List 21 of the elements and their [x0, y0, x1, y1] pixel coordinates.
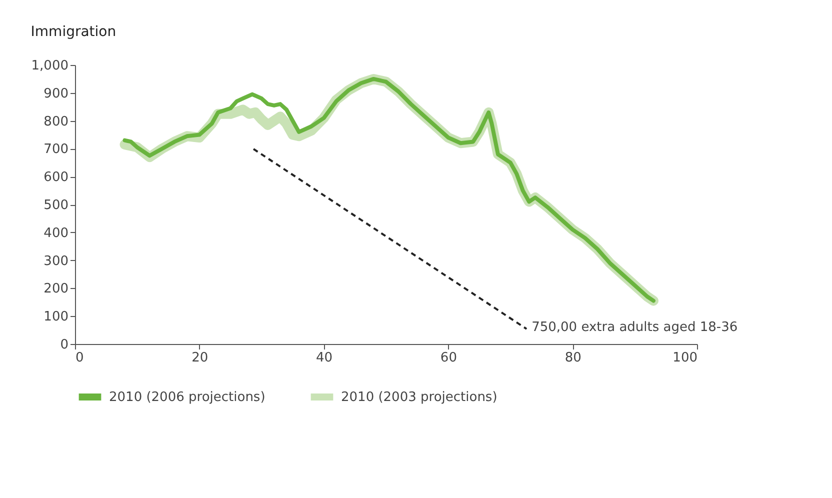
x-tick-label: 40: [316, 350, 333, 366]
y-tick-label: 500: [44, 198, 68, 213]
x-tick-label: 0: [76, 350, 84, 366]
x-tick-label: 60: [440, 350, 457, 366]
y-tick-label: 700: [44, 142, 68, 158]
y-tick-label: 0: [60, 338, 68, 352]
y-tick-label: 1,000: [31, 58, 68, 74]
x-tick-label: 20: [192, 350, 208, 366]
y-tick-label: 900: [44, 86, 68, 102]
y-tick-label: 200: [44, 282, 68, 297]
y-tick-label: 600: [44, 170, 68, 186]
x-tick-label: 100: [672, 350, 698, 366]
y-tick-label: 400: [44, 226, 68, 241]
y-tick-label: 300: [44, 254, 68, 269]
legend-label: 2010 (2003 projections): [341, 390, 498, 405]
legend-label: 2010 (2006 projections): [109, 390, 266, 405]
annotation: 750,00 extra adults aged 18-36: [532, 320, 738, 335]
x-tick-label: 80: [564, 350, 582, 366]
chart-title: Immigration: [30, 24, 116, 40]
y-tick-label: 800: [44, 114, 68, 130]
y-tick-label: 100: [44, 310, 68, 325]
